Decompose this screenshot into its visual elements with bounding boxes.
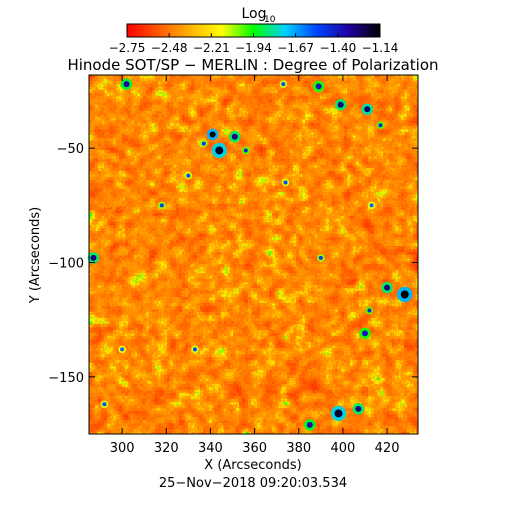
polarization-patch — [283, 180, 288, 185]
polarization-patch — [209, 131, 216, 138]
heatmap-image — [89, 75, 418, 434]
plot-frame — [88, 74, 419, 435]
colorbar-tick-label: −1.94 — [235, 41, 272, 55]
y-tick-label: −50 — [57, 142, 84, 157]
polarization-patch — [318, 255, 323, 260]
colorbar-label-subscript: 10 — [264, 15, 276, 25]
x-tick-label: 400 — [331, 441, 356, 456]
colorbar-ticks: −2.75 −2.48 −2.21 −1.94 −1.67 −1.40 −1.14 — [109, 33, 399, 55]
timestamp: 25−Nov−2018 09:20:03.534 — [159, 476, 347, 491]
polarization-patch — [334, 409, 343, 418]
colorbar-tick-label: −2.48 — [151, 41, 188, 55]
x-tick-label: 320 — [154, 441, 179, 456]
x-tick-label: 300 — [110, 441, 135, 456]
polarization-patch — [192, 347, 197, 352]
strong-polarization-patches — [87, 78, 413, 431]
polarization-patch — [215, 146, 224, 155]
x-tick-label: 420 — [375, 441, 400, 456]
x-tick-label: 380 — [286, 441, 311, 456]
polarization-patch — [384, 284, 391, 291]
polarization-patch — [315, 83, 322, 90]
colorbar-tick-label: −2.21 — [193, 41, 230, 55]
polarization-patch — [378, 123, 383, 128]
polarization-patch — [367, 308, 372, 313]
polarization-patch — [337, 101, 344, 108]
polarization-patch — [281, 82, 286, 87]
polarization-patch — [186, 173, 191, 178]
polarization-patch — [362, 330, 369, 337]
chart-title: Hinode SOT/SP − MERLIN : Degree of Polar… — [67, 56, 438, 74]
polarization-patch — [159, 203, 164, 208]
y-tick-label: −150 — [48, 371, 84, 386]
colorbar-tick-label: −1.40 — [319, 41, 356, 55]
x-axis: 300 320 340 360 380 400 420 — [110, 75, 400, 456]
y-tick-label: −100 — [48, 257, 84, 272]
x-axis-label: X (Arcseconds) — [204, 458, 301, 473]
polarization-patch — [355, 405, 362, 412]
polarization-patch — [400, 290, 409, 299]
y-axis-label: Y (Arcseconds) — [28, 207, 43, 304]
polarization-patch — [123, 81, 130, 88]
colorbar-label: Log — [241, 6, 266, 22]
x-tick-label: 340 — [198, 441, 223, 456]
polarization-patch — [90, 254, 97, 261]
polarization-patch — [306, 421, 313, 428]
polarization-patch — [201, 141, 206, 146]
polarization-patch — [120, 347, 125, 352]
colorbar-tick-label: −2.75 — [109, 41, 146, 55]
polarization-patch — [102, 402, 107, 407]
y-axis: −50 −100 −150 — [48, 142, 418, 386]
x-tick-label: 360 — [242, 441, 267, 456]
polarization-patch — [231, 133, 238, 140]
colorbar-tick-label: −1.67 — [277, 41, 314, 55]
polarization-patch — [369, 203, 374, 208]
colorbar-tick-label: −1.14 — [362, 41, 399, 55]
polarization-patch — [243, 148, 248, 153]
polarization-patch — [364, 106, 371, 113]
